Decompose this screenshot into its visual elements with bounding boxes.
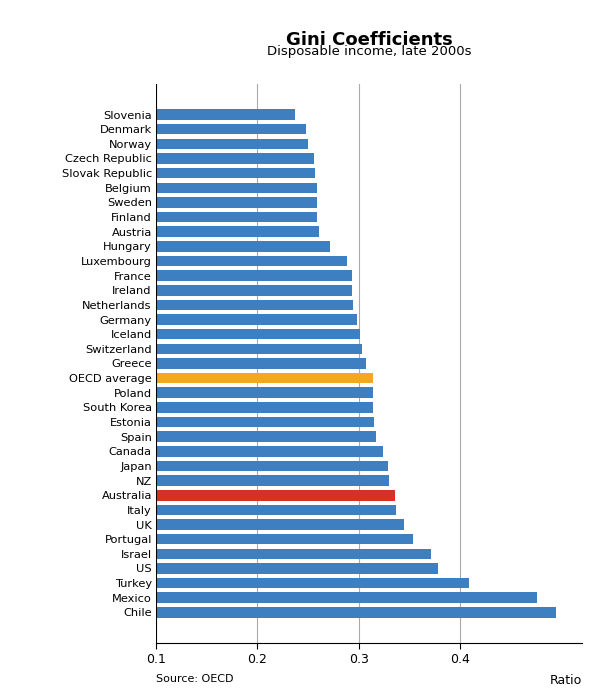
Bar <box>156 490 395 500</box>
Text: Source: OECD: Source: OECD <box>156 674 233 684</box>
Bar <box>156 271 352 281</box>
Bar <box>156 124 306 134</box>
Bar <box>156 344 362 354</box>
Bar <box>156 417 374 427</box>
Bar <box>156 212 317 222</box>
Bar <box>156 138 308 149</box>
Bar <box>156 358 366 369</box>
Bar <box>156 563 438 574</box>
Bar <box>156 226 319 237</box>
Text: Ratio: Ratio <box>550 674 582 687</box>
Bar <box>156 241 331 252</box>
Bar <box>156 285 352 296</box>
Bar <box>156 168 315 178</box>
Bar <box>156 607 556 618</box>
Bar <box>156 387 373 398</box>
Bar <box>156 256 347 266</box>
Text: Gini Coefficients: Gini Coefficients <box>286 31 452 50</box>
Text: Disposable income, late 2000s: Disposable income, late 2000s <box>267 45 471 59</box>
Bar <box>156 109 295 120</box>
Bar <box>156 373 373 383</box>
Bar <box>156 153 314 164</box>
Bar <box>156 329 360 340</box>
Bar <box>156 519 404 530</box>
Bar <box>156 431 376 442</box>
Bar <box>156 300 353 310</box>
Bar <box>156 549 431 559</box>
Bar <box>156 593 538 603</box>
Bar <box>156 315 357 325</box>
Bar <box>156 475 389 486</box>
Bar <box>156 461 388 471</box>
Bar <box>156 578 469 589</box>
Bar <box>156 182 317 193</box>
Bar <box>156 505 397 515</box>
Bar <box>156 446 383 456</box>
Bar <box>156 402 373 412</box>
Bar <box>156 197 317 208</box>
Bar <box>156 534 413 545</box>
